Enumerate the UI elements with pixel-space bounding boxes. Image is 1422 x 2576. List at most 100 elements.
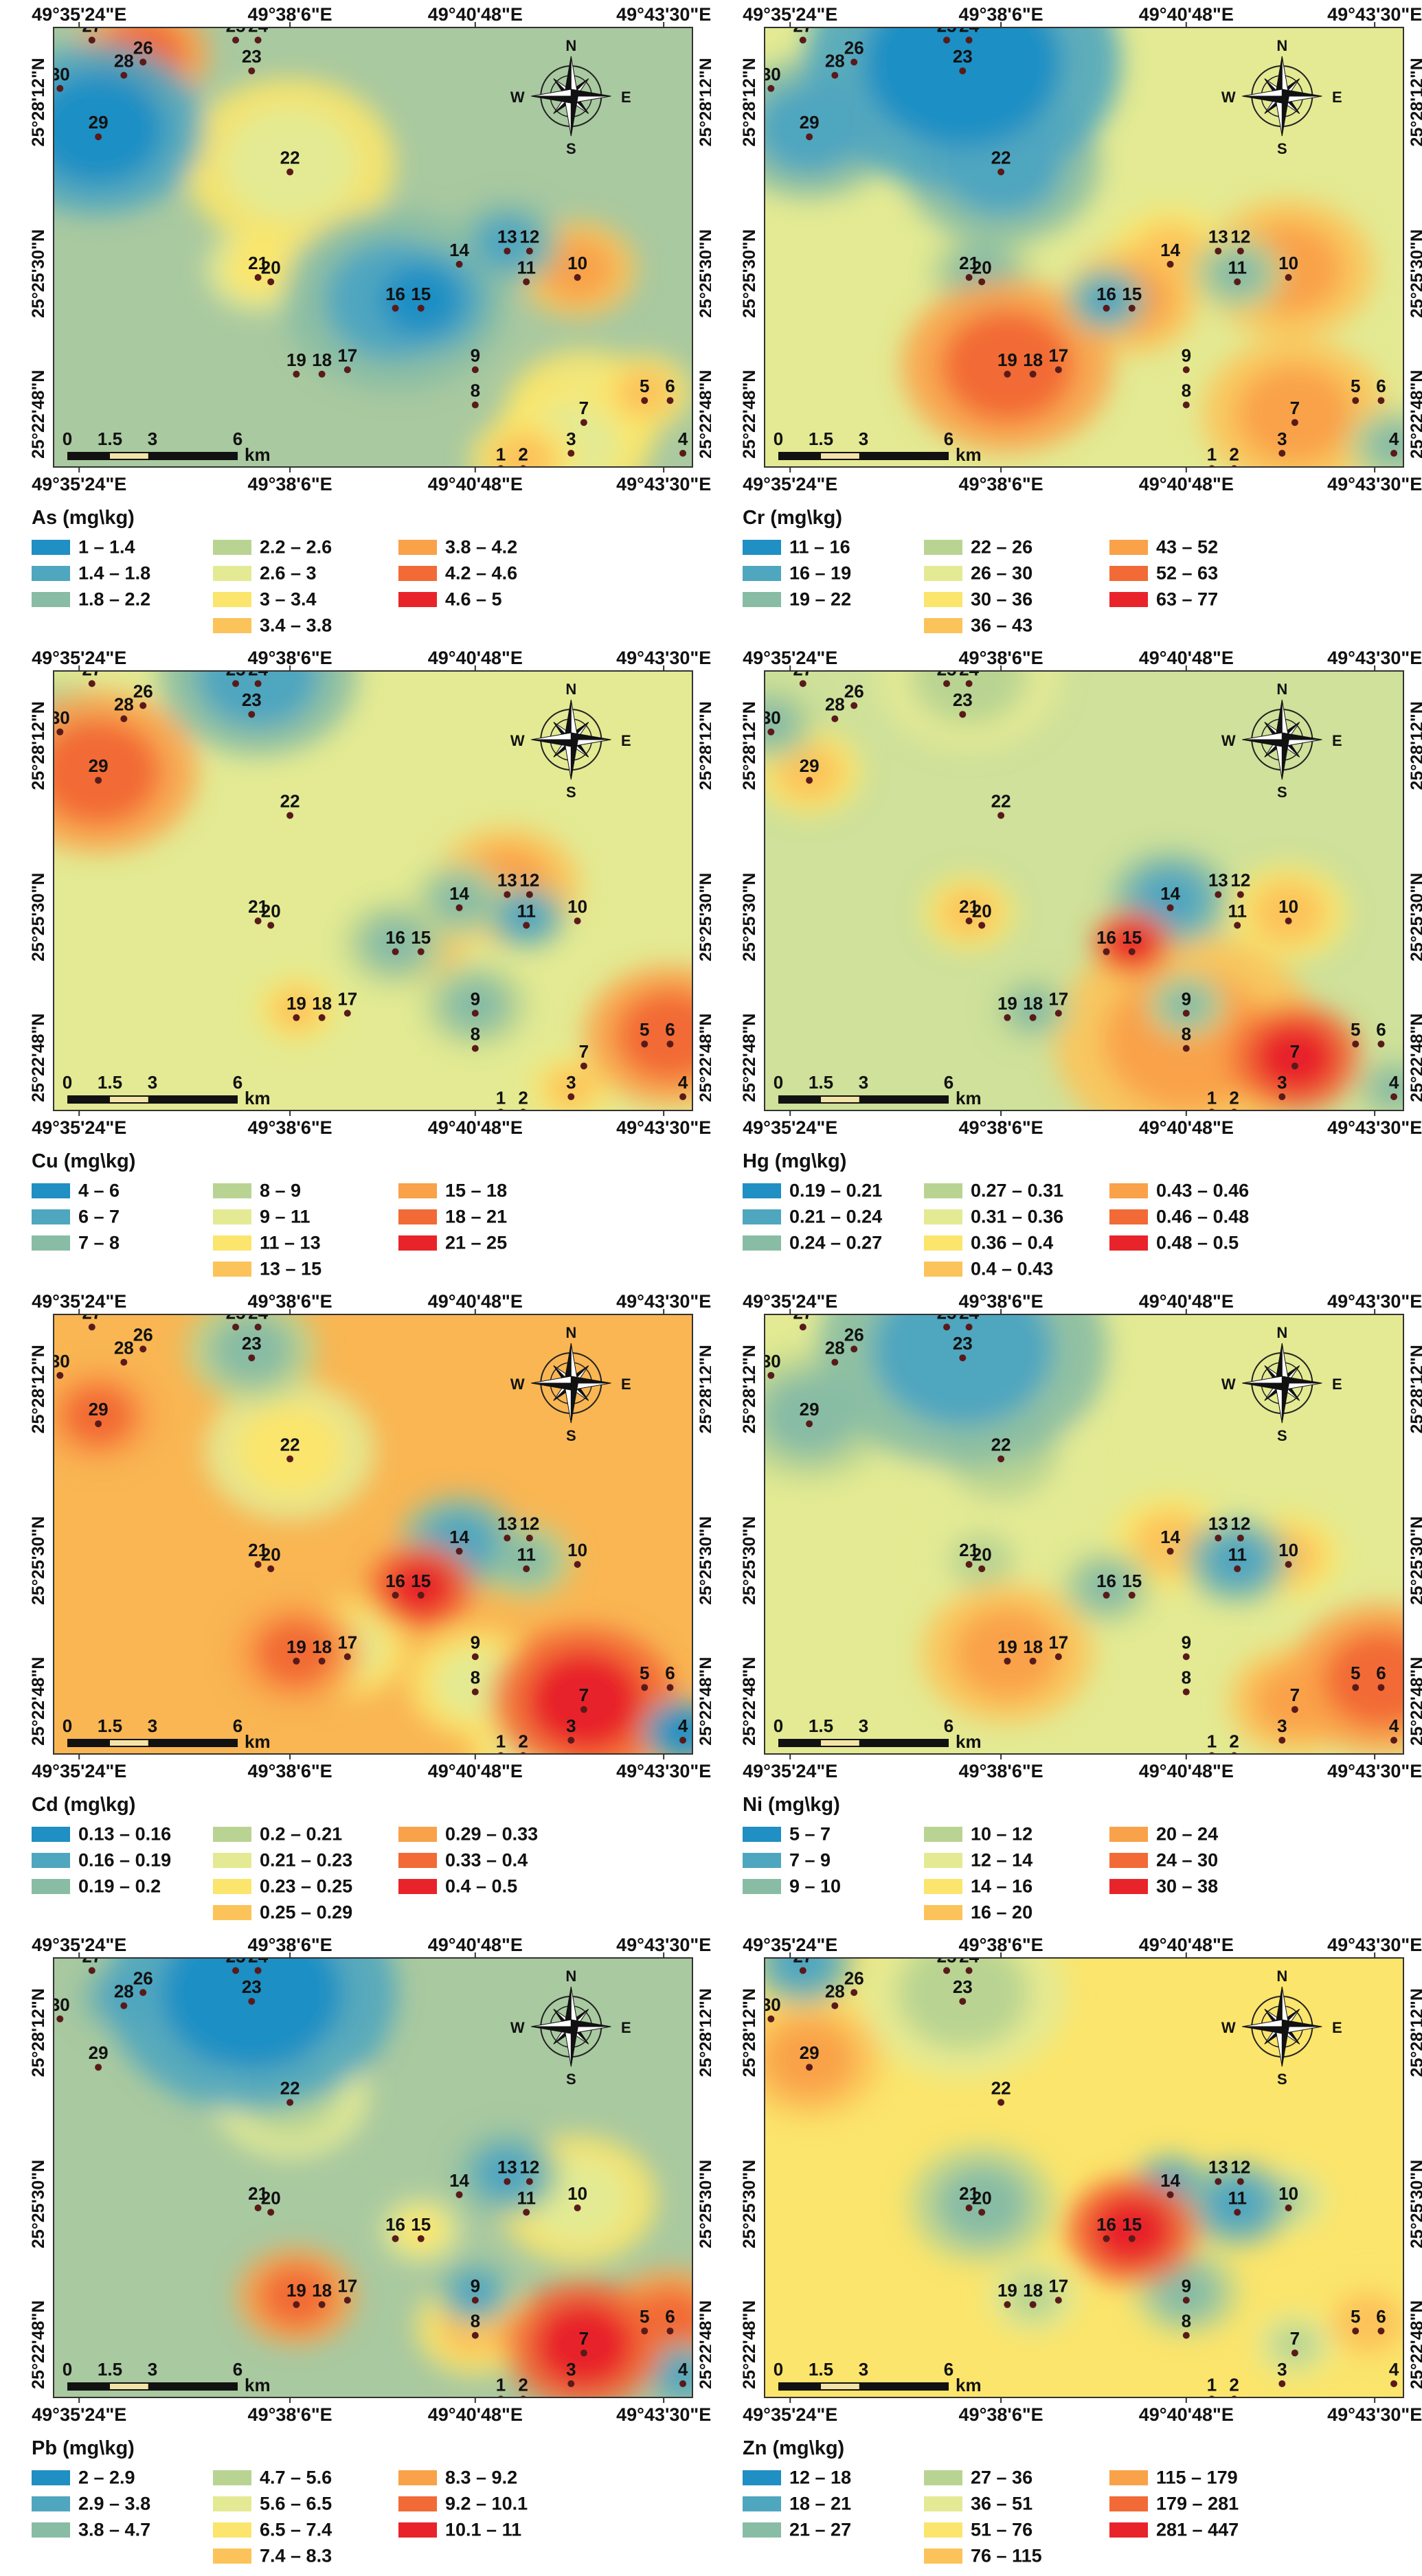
north-arrow-icon: N S W E: [1221, 1324, 1342, 1444]
legend-range-label: 4.7 – 5.6: [260, 2467, 332, 2488]
sample-point-label: 29: [89, 1399, 109, 1420]
legend-item: 76 – 115: [924, 2544, 1042, 2569]
sample-point: [343, 1653, 351, 1661]
contour-zone: [546, 1067, 596, 1110]
contour-zone: [1204, 1532, 1271, 1589]
legend-swatch: [924, 591, 962, 607]
legend-item: 3.4 – 3.8: [213, 614, 332, 639]
contour-zone: [1107, 922, 1157, 965]
contour-zone: [210, 1314, 293, 1385]
contour-zone: [1161, 983, 1211, 1026]
legend-swatch: [1109, 539, 1148, 555]
sample-point: [580, 1706, 587, 1713]
legend-range-label: 0.29 – 0.33: [445, 1823, 539, 1845]
sample-point: [523, 1565, 530, 1573]
scale-tick-label: 1.5: [809, 1072, 833, 1093]
sample-point: [679, 1737, 687, 1744]
sample-point-label: 17: [337, 988, 357, 1009]
sample-point-label: 23: [953, 689, 973, 710]
sample-point-label: 1: [1207, 1731, 1217, 1751]
scale-tick-label: 6: [944, 1716, 953, 1736]
sample-point-label: 12: [519, 227, 539, 247]
sample-point-label: 18: [1023, 350, 1043, 370]
sample-point: [1182, 401, 1190, 409]
sample-point: [88, 1323, 95, 1331]
legend-item: 24 – 30: [1109, 1849, 1218, 1873]
sample-point: [1029, 1014, 1037, 1021]
legend-range-label: 9 – 11: [260, 1206, 311, 1227]
sample-point-label: 16: [385, 1571, 405, 1591]
legend-range-label: 3.8 – 4.7: [78, 2519, 151, 2540]
legend-swatch: [1109, 2496, 1148, 2511]
legend-item: 20 – 24: [1109, 1823, 1218, 1847]
legend-item: 8.3 – 9.2: [398, 2466, 517, 2491]
legend-range-label: 0.13 – 0.16: [78, 1823, 172, 1845]
sample-point: [965, 917, 973, 924]
compass-letter-s: S: [1277, 2071, 1287, 2088]
legend-item: 36 – 51: [924, 2492, 1032, 2517]
compass-letter-w: W: [1221, 2019, 1236, 2036]
contour-zone: [474, 2145, 541, 2202]
longitude-tick-label: 49°35'24"E: [32, 2404, 126, 2425]
sample-point-label: 2: [518, 1731, 528, 1751]
scale-tick-label: 1.5: [98, 1716, 122, 1736]
sample-point-label: 14: [1160, 240, 1180, 260]
scale-tick-label: 0: [63, 1072, 72, 1093]
sample-point: [120, 715, 128, 722]
sample-point: [1004, 370, 1011, 378]
sample-point-label: 20: [261, 900, 281, 921]
sample-point: [1234, 278, 1241, 286]
map-frame: [764, 1957, 1404, 2398]
sample-point: [1377, 2327, 1385, 2335]
legend-item: 3 – 3.4: [213, 588, 317, 613]
legend-swatch: [213, 539, 251, 555]
legend-range-label: 16 – 19: [789, 562, 852, 584]
legend-swatch: [32, 539, 70, 555]
latitude-tick-label: 25°25'30"N: [29, 2160, 48, 2248]
sample-point: [267, 278, 275, 286]
north-arrow-icon: N S W E: [1221, 1968, 1342, 2088]
legend-swatch: [1109, 565, 1148, 581]
sample-point: [1208, 1108, 1215, 1110]
longitude-tick-label: 49°43'30"E: [1327, 1935, 1422, 1955]
latitude-tick-label: 25°25'30"N: [1408, 1516, 1422, 1605]
sample-point: [580, 2349, 587, 2357]
longitude-tick-label: 49°40'48"E: [428, 1761, 523, 1781]
sample-point: [318, 2301, 326, 2308]
legend-swatch: [32, 1878, 70, 1894]
sample-point-label: 7: [579, 1041, 589, 1062]
sample-point-label: 29: [89, 112, 109, 133]
sample-point-label: 20: [261, 2187, 281, 2208]
contour-zone: [1237, 365, 1353, 464]
legend-swatch: [1109, 1183, 1148, 1198]
longitude-tick-label: 49°40'48"E: [1139, 1761, 1234, 1781]
legend-swatch: [213, 1261, 251, 1277]
sample-point: [417, 304, 425, 312]
map-svg: 1 23 45 67891011121314151617181920212223242…: [740, 648, 1422, 1138]
legend-item: 0.46 – 0.48: [1109, 1205, 1249, 1230]
legend-range-label: 0.2 – 0.21: [260, 1823, 343, 1845]
compass-letter-e: E: [621, 2019, 631, 2036]
sample-point: [1054, 366, 1062, 374]
latitude-tick-label: 25°28'12"N: [29, 1988, 48, 2077]
sample-point-label: 3: [566, 429, 576, 449]
legend-item: 4.2 – 4.6: [398, 562, 517, 586]
sample-point-label: 5: [1351, 2306, 1360, 2327]
sample-point: [1029, 370, 1037, 378]
sample-point-label: 12: [1230, 1514, 1250, 1534]
sample-point-label: 25: [226, 15, 246, 36]
sample-point-label: 18: [1023, 993, 1043, 1014]
longitude-tick-label: 49°35'24"E: [743, 474, 837, 494]
sample-point: [943, 1323, 951, 1331]
sample-point: [1166, 2191, 1174, 2198]
legend-range-label: 11 – 13: [260, 1232, 321, 1253]
legend-range-label: 30 – 36: [971, 589, 1033, 610]
legend-item: 18 – 21: [743, 2492, 851, 2517]
compass-letter-e: E: [621, 732, 631, 749]
legend-range-label: 281 – 447: [1156, 2519, 1239, 2540]
sample-point-label: 5: [640, 1663, 649, 1683]
sample-point-label: 9: [1182, 1632, 1191, 1652]
sample-point-label: 7: [579, 2328, 589, 2349]
legend-item: 51 – 76: [924, 2518, 1032, 2543]
legend-range-label: 0.31 – 0.36: [971, 1206, 1064, 1227]
